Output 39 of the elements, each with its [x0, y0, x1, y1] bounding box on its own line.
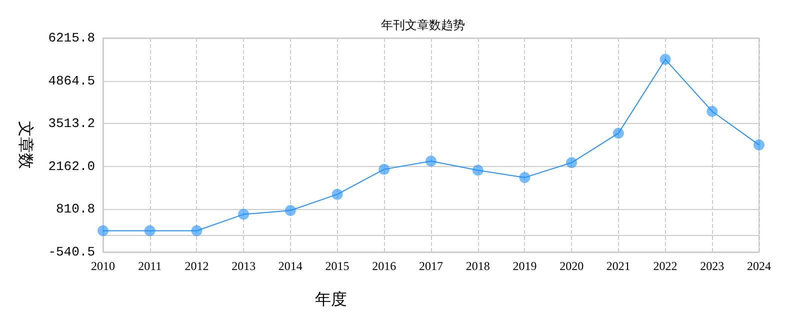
point — [706, 106, 718, 117]
point — [238, 208, 250, 220]
x-tick-label: 2020 — [560, 259, 584, 273]
x-tick-label: 2014 — [278, 259, 302, 273]
point — [378, 164, 390, 175]
x-tick-label: 2015 — [325, 259, 350, 273]
point — [519, 172, 530, 184]
point — [284, 204, 296, 216]
y-tick-label: 3513.2 — [48, 116, 95, 132]
x-tick-label: 2024 — [747, 259, 771, 273]
y-tick-label: 2162.0 — [48, 158, 95, 174]
y-tick-label: 810.8 — [56, 202, 95, 217]
x-tick-label: 2012 — [184, 259, 209, 273]
point — [332, 188, 343, 200]
point — [191, 225, 202, 236]
x-tick-label: 2016 — [372, 259, 396, 273]
y-tick-label: 6215.8 — [48, 30, 95, 46]
x-tick-label: 2017 — [419, 259, 443, 273]
y-axis-title: 文章数 — [16, 121, 34, 169]
y-tick-label: -540.5 — [48, 244, 95, 260]
point — [566, 157, 578, 168]
x-tick-label: 2021 — [606, 259, 630, 273]
x-tick-label: 2013 — [232, 259, 256, 273]
point — [144, 225, 156, 236]
point — [98, 225, 108, 236]
x-axis-title: 年度 — [315, 290, 347, 308]
chart-title: 年刊文章数趋势 — [381, 18, 465, 32]
y-tick-label: 4864.5 — [48, 73, 95, 88]
x-tick-label: 2018 — [466, 259, 490, 273]
x-tick-label: 2011 — [138, 259, 162, 273]
point — [472, 164, 484, 176]
point — [660, 54, 671, 65]
x-tick-label: 2019 — [512, 259, 537, 273]
point — [612, 128, 624, 139]
x-tick-label: 2022 — [653, 259, 678, 273]
point — [754, 139, 764, 150]
x-tick-label: 2010 — [91, 259, 115, 273]
x-tick-label: 2023 — [700, 259, 724, 273]
point — [426, 156, 436, 167]
